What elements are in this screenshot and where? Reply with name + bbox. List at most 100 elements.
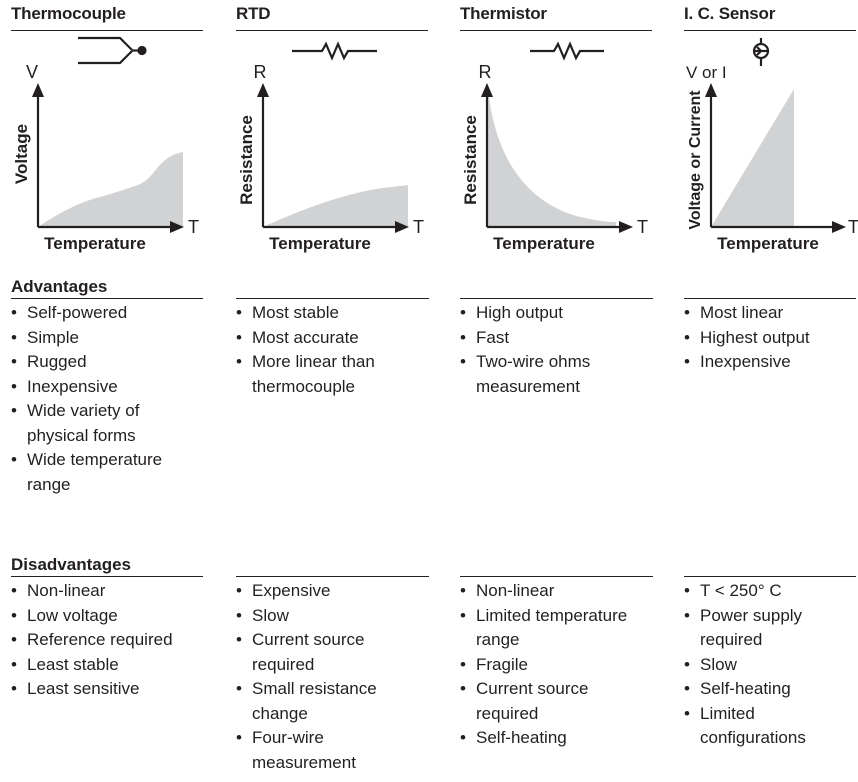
response-curve [38, 152, 183, 227]
list-item: • Low voltage [11, 605, 118, 625]
advantages-list: • Self-powered • Simple • Rugged • Inexpensi… [11, 301, 206, 497]
x-axis-arrow-icon [170, 221, 184, 233]
title-rule [236, 30, 428, 31]
y-axis-arrow-icon [257, 83, 269, 97]
list-item: • Inexpensive [684, 352, 791, 371]
list-item: • Four-wire measurement [236, 728, 356, 772]
x-axis-label: Temperature [44, 234, 146, 253]
list-item: • Power supply required [684, 605, 803, 650]
resistor-symbol-icon [292, 41, 377, 61]
title-rule [684, 30, 856, 31]
list-item: • Non-linear [460, 581, 555, 600]
response-curve [263, 185, 408, 227]
list-item: • Most linear [684, 303, 784, 322]
disadvantages-list: • Expensive • Slow • Current source require… [236, 579, 431, 775]
resistor-symbol-icon [530, 41, 604, 61]
x-axis-letter: T [188, 217, 199, 237]
advantages-rule [236, 298, 429, 299]
list-item: • Highest output [684, 327, 810, 347]
current-source-symbol-icon [752, 38, 770, 66]
sensor-column-ic-sensor: I. C. Sensor V or I T Voltage or Current… [684, 0, 858, 782]
advantages-rule [11, 298, 203, 299]
sensor-column-thermistor: Thermistor R T Resistance Temperature • H… [460, 0, 660, 782]
disadvantages-rule [11, 576, 203, 577]
response-graph: R T Resistance Temperature [237, 41, 424, 253]
x-axis-arrow-icon [395, 221, 409, 233]
list-item: • Least stable [11, 654, 119, 674]
list-item: • Wide variety of physical forms [11, 401, 140, 445]
disadvantages-list: • Non-linear • Limited temperature range •… [460, 579, 655, 751]
y-axis-label: Voltage or Current [687, 90, 704, 230]
list-item: • Inexpensive [11, 376, 118, 396]
x-axis-label: Temperature [493, 234, 595, 253]
response-graph: V T Voltage Temperature [12, 36, 199, 253]
list-item: • Current source required [236, 630, 365, 674]
list-item: • Least sensitive [11, 679, 140, 698]
sensor-column-thermocouple: Thermocouple V T Voltage Temperature Adv… [11, 0, 211, 782]
disadvantages-list: • Non-linear • Low voltage • Reference requ… [11, 579, 206, 702]
y-axis-arrow-icon [481, 83, 493, 97]
list-item: • Slow [684, 654, 737, 674]
sensor-title: Thermistor [460, 4, 547, 23]
list-item: • Two-wire ohms measurement [460, 352, 591, 396]
list-item: • More linear than thermocouple [236, 352, 375, 396]
y-axis-letter: R [479, 62, 492, 82]
list-item: • Current source required [460, 679, 589, 723]
list-item: • Rugged [11, 352, 87, 371]
list-item: • Non-linear [11, 581, 106, 600]
y-axis-arrow-icon [705, 83, 717, 97]
x-axis-arrow-icon [619, 221, 633, 233]
advantages-heading: Advantages [11, 277, 108, 296]
sensor-title: Thermocouple [11, 4, 126, 23]
response-curve [488, 88, 616, 227]
list-item: • Expensive [236, 581, 331, 600]
list-item: • Fast [460, 327, 510, 347]
x-axis-letter: T [848, 217, 858, 237]
sensor-title: RTD [236, 4, 271, 23]
list-item: • Small resistance change [236, 679, 377, 723]
list-item: • Limited configurations [684, 703, 806, 748]
response-curve [711, 89, 794, 227]
disadvantages-rule [684, 576, 856, 577]
list-item: • Most accurate [236, 327, 359, 347]
list-item: • Wide temperature range [11, 450, 163, 494]
list-item: • Fragile [460, 654, 528, 674]
disadvantages-rule [236, 576, 429, 577]
list-item: • Self-heating [460, 728, 567, 747]
list-item: • Self-powered [11, 303, 128, 322]
x-axis-label: Temperature [717, 234, 819, 253]
list-item: • High output [460, 303, 563, 322]
list-item: • Limited temperature range [460, 605, 628, 650]
thermocouple-symbol-icon [78, 36, 147, 65]
y-axis-label: Voltage [12, 124, 31, 184]
x-axis-letter: T [413, 217, 424, 237]
y-axis-arrow-icon [32, 83, 44, 97]
list-item: • Most stable [236, 303, 339, 322]
disadvantages-heading: Disadvantages [11, 555, 131, 574]
advantages-rule [460, 298, 653, 299]
advantages-list: • Most linear • Highest output • Inexpensiv… [684, 301, 856, 375]
advantages-list: • Most stable • Most accurate • More linear… [236, 301, 431, 399]
list-item: • Self-heating [684, 679, 791, 698]
disadvantages-rule [460, 576, 653, 577]
response-graph: R T Resistance Temperature [461, 41, 648, 253]
advantages-rule [684, 298, 856, 299]
y-axis-letter: V or I [686, 63, 727, 82]
sensor-title: I. C. Sensor [684, 4, 776, 23]
y-axis-letter: R [254, 62, 267, 82]
list-item: • T < 250° C [684, 581, 782, 600]
x-axis-arrow-icon [832, 221, 846, 233]
advantages-list: • High output • Fast • Two-wire ohms measur… [460, 301, 655, 399]
disadvantages-list: • T < 250° C • Power supply required • Slow… [684, 579, 856, 751]
list-item: • Simple [11, 327, 79, 347]
title-rule [460, 30, 652, 31]
title-rule [11, 30, 203, 31]
x-axis-letter: T [637, 217, 648, 237]
y-axis-label: Resistance [237, 115, 256, 205]
list-item: • Slow [236, 605, 289, 625]
sensor-column-rtd: RTD R T Resistance Temperature • Most sta… [236, 0, 436, 782]
y-axis-label: Resistance [461, 115, 480, 205]
x-axis-label: Temperature [269, 234, 371, 253]
list-item: • Reference required [11, 630, 173, 649]
y-axis-letter: V [26, 62, 38, 82]
